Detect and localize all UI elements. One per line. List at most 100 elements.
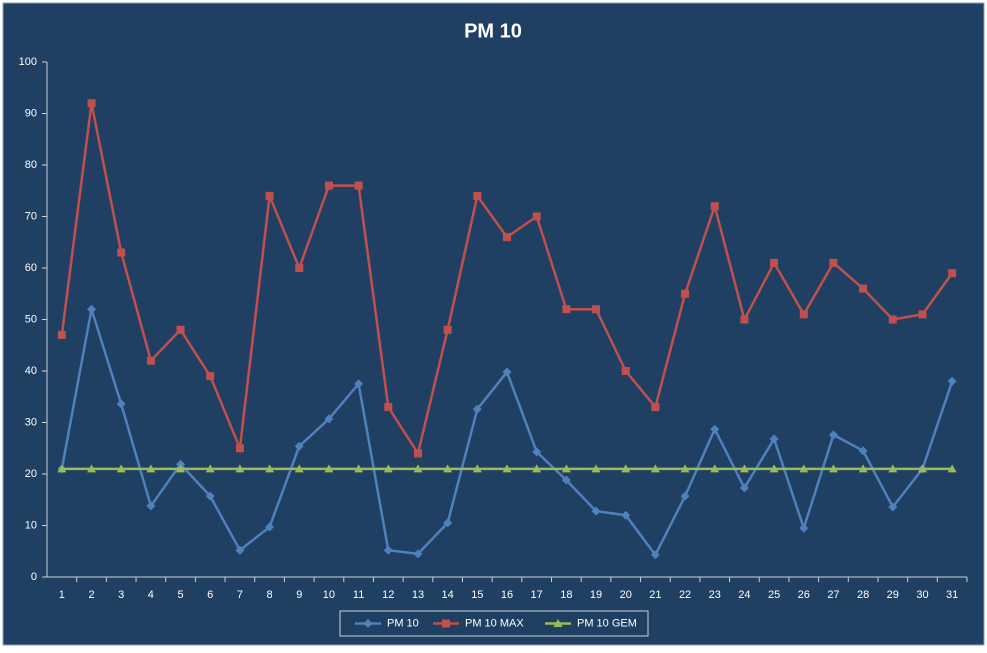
marker [621,510,631,520]
marker [206,372,215,381]
marker [799,464,809,473]
marker [413,464,423,473]
marker [769,464,779,473]
marker [57,330,66,339]
marker [235,545,245,555]
marker [888,502,898,512]
chart-title: PM 10 [464,20,522,42]
marker [87,304,97,314]
marker [295,264,304,272]
marker [443,518,453,528]
marker [443,325,452,334]
marker [502,464,512,473]
marker [176,325,185,334]
y-tick-label: 30 [25,416,37,428]
marker [650,464,660,473]
x-tick-label: 5 [177,589,183,601]
y-tick-label: 60 [25,262,37,274]
x-tick-label: 14 [442,589,454,601]
marker [621,464,631,473]
y-tick-label: 40 [25,365,37,377]
x-tick-label: 9 [296,589,302,601]
x-tick-label: 16 [501,589,513,601]
y-tick-label: 50 [25,313,37,325]
legend-label: PM 10 MAX [465,617,524,629]
marker [294,464,304,473]
y-tick-label: 80 [25,159,37,171]
marker [888,464,898,473]
marker [532,447,542,457]
marker [413,549,423,559]
x-tick-label: 31 [946,589,958,601]
marker [948,269,957,278]
marker [799,523,809,533]
marker [176,464,186,473]
marker [947,464,957,473]
x-tick-label: 19 [590,589,602,601]
legend-label: PM 10 GEM [577,617,637,629]
marker [858,446,868,456]
marker [710,424,720,434]
marker [116,464,126,473]
marker [235,464,245,473]
marker [176,459,186,469]
marker [681,289,690,298]
x-tick-label: 25 [768,589,780,601]
marker [363,619,373,628]
x-tick-label: 2 [88,589,94,601]
marker [87,99,96,108]
marker [354,379,364,389]
marker [294,441,304,451]
y-tick-label: 10 [25,519,37,531]
marker [888,315,897,324]
marker [57,464,67,473]
marker [265,522,275,532]
marker [265,191,274,200]
marker [146,356,155,365]
x-tick-label: 27 [827,589,839,601]
marker [621,367,630,375]
x-tick-label: 18 [560,589,572,601]
marker [917,464,927,473]
marker [710,202,719,211]
marker [324,414,334,424]
marker [561,475,571,485]
x-tick-label: 3 [118,589,124,601]
y-tick-label: 0 [31,571,37,583]
marker [770,258,779,267]
x-tick-label: 11 [353,589,364,601]
marker [739,464,749,473]
marker [769,434,779,444]
y-tick-label: 70 [25,210,37,222]
marker [324,464,334,473]
x-tick-label: 28 [857,589,869,601]
marker [710,464,720,473]
marker [117,248,126,257]
marker [829,258,838,267]
marker [472,464,482,473]
marker [858,464,868,473]
x-tick-label: 12 [382,589,394,601]
marker [650,550,660,560]
marker [680,491,690,501]
marker [383,464,393,473]
marker [265,464,275,473]
marker [146,501,156,511]
marker [828,464,838,473]
marker [87,464,97,473]
x-tick-label: 22 [679,589,691,601]
marker [553,619,563,627]
x-tick-label: 7 [237,589,243,601]
x-tick-label: 8 [267,589,273,601]
x-tick-label: 17 [531,589,543,601]
marker [383,545,393,555]
x-tick-label: 24 [738,589,750,601]
marker [859,284,868,293]
marker [532,212,541,221]
marker [591,464,601,473]
legend [339,610,649,637]
x-tick-label: 30 [916,589,928,601]
marker [918,310,927,319]
marker [235,444,244,453]
marker [205,491,215,501]
